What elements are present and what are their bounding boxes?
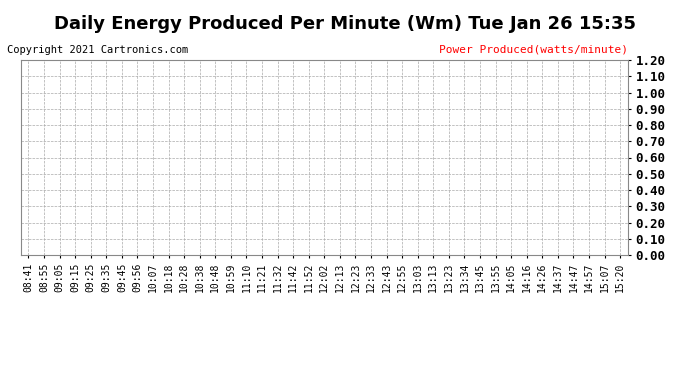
Text: Copyright 2021 Cartronics.com: Copyright 2021 Cartronics.com — [7, 45, 188, 55]
Text: Power Produced(watts/minute): Power Produced(watts/minute) — [439, 45, 628, 55]
Text: Daily Energy Produced Per Minute (Wm) Tue Jan 26 15:35: Daily Energy Produced Per Minute (Wm) Tu… — [54, 15, 636, 33]
